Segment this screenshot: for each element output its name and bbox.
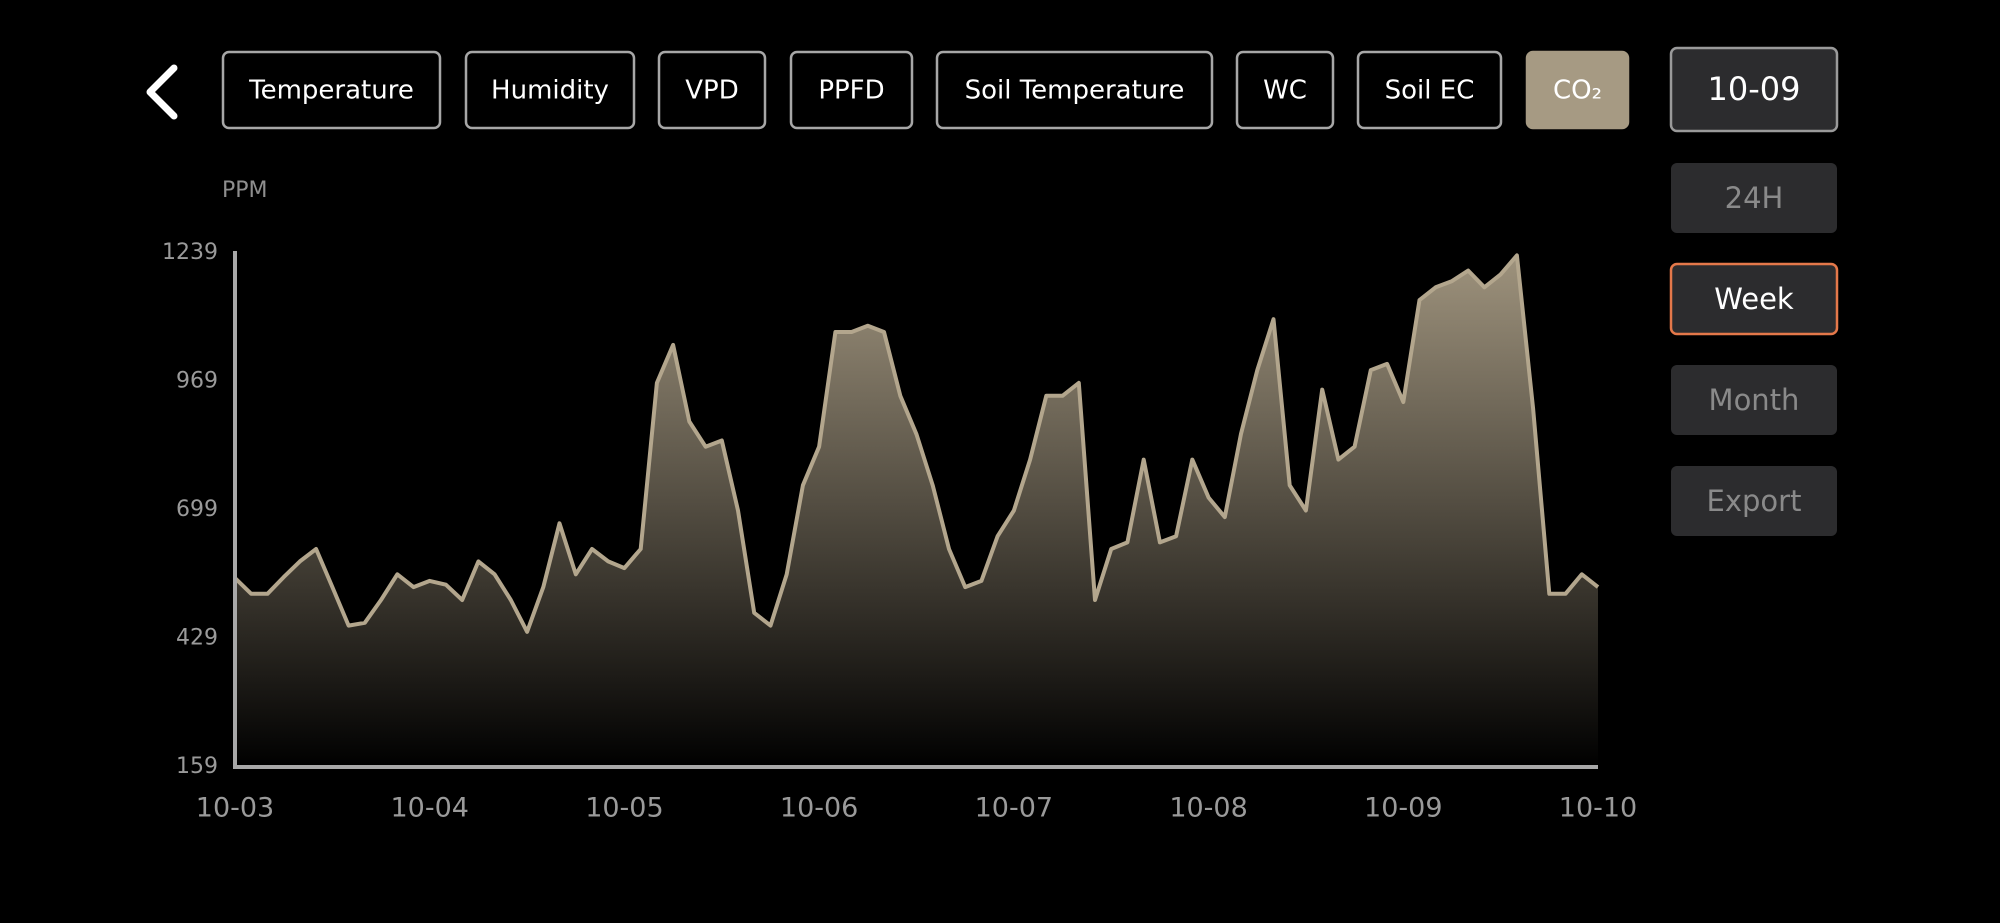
date-button[interactable] <box>1669 46 1839 133</box>
tab-button[interactable] <box>935 50 1214 130</box>
range-button[interactable] <box>1669 262 1839 336</box>
tab-label: PPFD <box>818 76 884 106</box>
back-button[interactable] <box>146 64 178 120</box>
x-tick-label: 10-06 <box>780 793 858 824</box>
x-tick-label: 10-07 <box>975 793 1053 824</box>
tab-button[interactable] <box>221 50 442 130</box>
x-tick-label: 10-09 <box>1364 793 1442 824</box>
area-fill <box>235 255 1598 767</box>
tab-button[interactable] <box>464 50 636 130</box>
y-tick-label: 1239 <box>162 240 218 265</box>
tab-label: Soil Temperature <box>965 76 1185 106</box>
x-tick-label: 10-03 <box>196 793 274 824</box>
y-axis-label: PPM <box>222 178 268 203</box>
range-button[interactable] <box>1671 365 1837 435</box>
x-tick-label: 10-10 <box>1559 793 1637 824</box>
tab-button[interactable] <box>1525 50 1630 130</box>
tab-label: VPD <box>685 76 739 106</box>
export-button[interactable] <box>1671 466 1837 536</box>
export-label: Export <box>1707 484 1802 518</box>
y-tick-label: 969 <box>176 369 218 394</box>
tab-label: Temperature <box>248 76 414 106</box>
tab-button[interactable] <box>1235 50 1335 130</box>
tab-label: Humidity <box>491 76 609 106</box>
x-tick-label: 10-04 <box>390 793 468 824</box>
range-button[interactable] <box>1671 163 1837 233</box>
y-tick-label: 699 <box>176 497 218 522</box>
tab-button[interactable] <box>1356 50 1503 130</box>
range-label: Month <box>1709 383 1800 417</box>
tab-label: WC <box>1263 76 1307 106</box>
x-tick-label: 10-05 <box>585 793 663 824</box>
tab-button[interactable] <box>657 50 767 130</box>
tab-button[interactable] <box>789 50 914 130</box>
y-tick-label: 159 <box>176 754 218 779</box>
range-label: Week <box>1714 282 1794 316</box>
tab-label: Soil EC <box>1385 76 1475 106</box>
date-label: 10-09 <box>1708 70 1801 108</box>
x-tick-label: 10-08 <box>1169 793 1247 824</box>
range-label: 24H <box>1725 181 1784 215</box>
data-line <box>233 253 1600 634</box>
tab-label: CO₂ <box>1553 76 1602 106</box>
y-tick-label: 429 <box>176 626 218 651</box>
